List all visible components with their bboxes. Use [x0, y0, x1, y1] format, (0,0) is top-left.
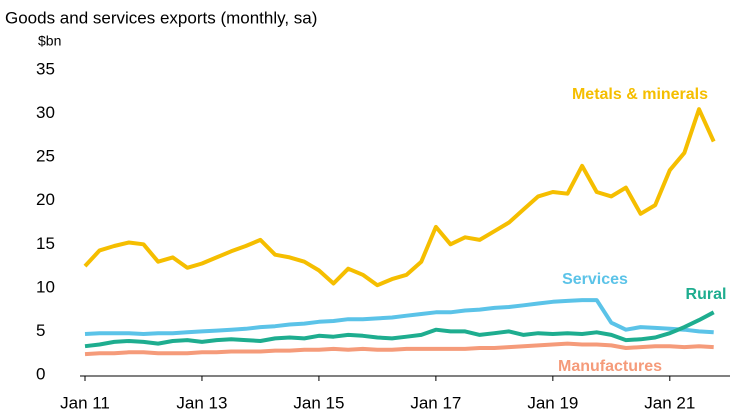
y-tick-label: 0: [36, 364, 45, 383]
x-tick-label: Jan 19: [527, 393, 578, 412]
chart-title: Goods and services exports (monthly, sa): [5, 8, 317, 27]
y-tick-label: 30: [36, 103, 55, 122]
x-tick-label: Jan 11: [60, 393, 110, 412]
y-axis-label: $bn: [38, 33, 61, 49]
y-tick-label: 35: [36, 59, 55, 78]
series-line: [83, 107, 716, 288]
series-label: Metals & minerals: [572, 86, 708, 103]
x-tick-label: Jan 17: [410, 393, 461, 412]
series-line: [84, 298, 714, 336]
series-label: Services: [562, 271, 628, 288]
y-tick-label: 25: [36, 147, 55, 166]
y-tick-label: 20: [36, 190, 55, 209]
x-tick-label: Jan 13: [176, 393, 227, 412]
series-line: [84, 341, 714, 357]
y-tick-label: 5: [36, 321, 45, 340]
series-label: Rural: [686, 286, 727, 303]
x-tick-label: Jan 15: [293, 393, 344, 412]
y-tick-label: 15: [36, 234, 55, 253]
series-line: [84, 310, 715, 349]
y-tick-label: 10: [36, 277, 55, 296]
series-label: Manufactures: [558, 358, 662, 375]
x-tick-label: Jan 21: [644, 393, 695, 412]
